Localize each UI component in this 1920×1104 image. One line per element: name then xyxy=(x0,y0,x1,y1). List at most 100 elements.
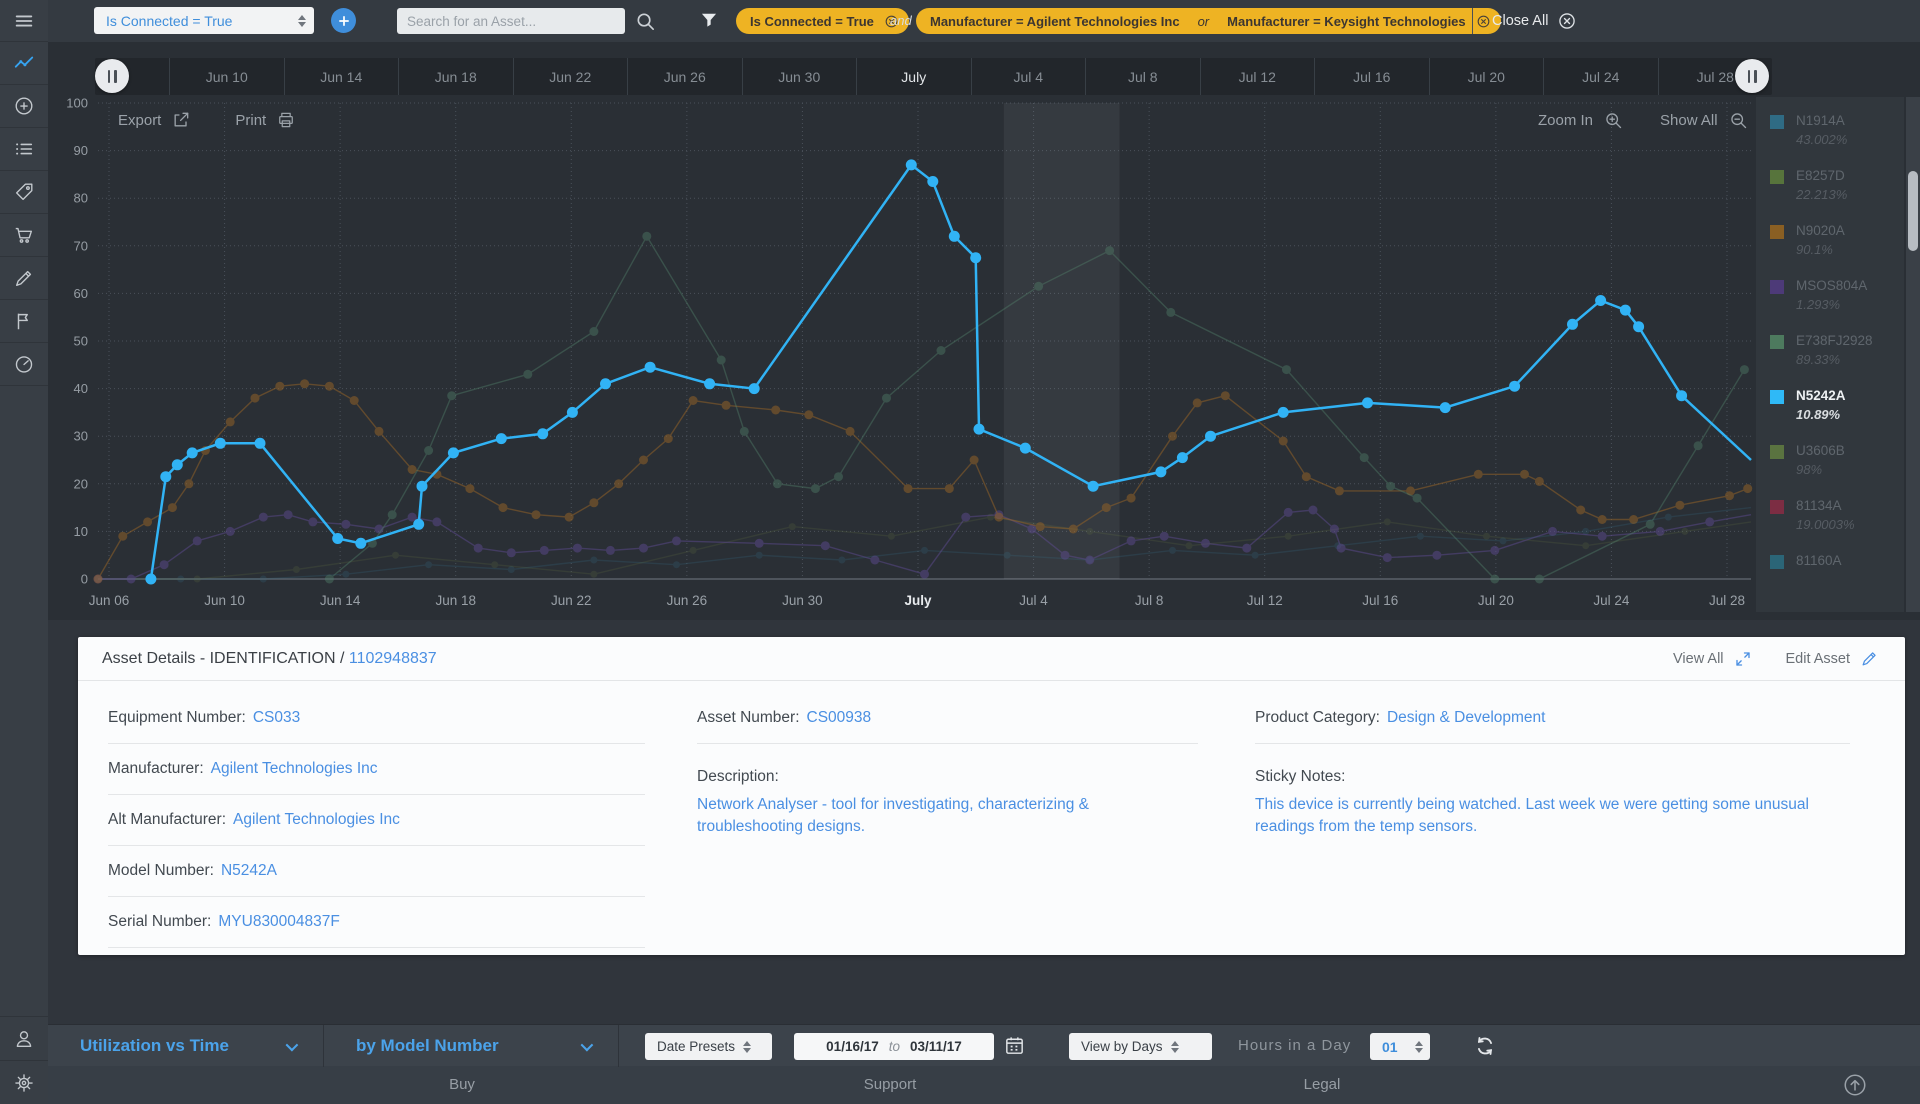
footer-link-support[interactable]: Support xyxy=(863,1076,917,1093)
data-point[interactable] xyxy=(1035,522,1045,532)
data-point[interactable] xyxy=(1334,486,1344,496)
data-point[interactable] xyxy=(341,519,351,529)
data-point[interactable] xyxy=(1412,493,1422,503)
legend-item-81134a[interactable]: 81134A 19.0003% xyxy=(1770,498,1904,532)
data-point[interactable] xyxy=(1086,527,1094,535)
data-point[interactable] xyxy=(887,532,895,540)
data-point[interactable] xyxy=(1085,555,1095,565)
field-value-link[interactable]: CS00938 xyxy=(806,709,872,726)
data-point[interactable] xyxy=(1185,542,1193,550)
data-point[interactable] xyxy=(820,541,830,551)
data-point[interactable] xyxy=(834,472,843,482)
data-point[interactable] xyxy=(1664,513,1672,521)
data-point[interactable] xyxy=(1168,431,1177,441)
filter-chip-connected[interactable]: Is Connected = True xyxy=(736,8,909,34)
data-point[interactable] xyxy=(308,517,318,527)
data-point[interactable] xyxy=(564,512,574,522)
data-point[interactable] xyxy=(507,566,515,573)
data-point[interactable] xyxy=(473,543,483,553)
data-point[interactable] xyxy=(1629,515,1639,524)
scrubber-label-jul-24[interactable]: Jul 24 xyxy=(1543,58,1658,95)
data-point[interactable] xyxy=(1483,532,1490,540)
data-point[interactable] xyxy=(903,484,913,494)
remove-chip-icon[interactable] xyxy=(884,14,899,29)
data-point[interactable] xyxy=(689,546,697,554)
data-point[interactable] xyxy=(254,437,266,449)
chart-type-dropdown[interactable]: Utilization vs Time xyxy=(48,1025,324,1067)
data-point[interactable] xyxy=(1619,304,1631,316)
data-point[interactable] xyxy=(126,574,136,584)
data-point[interactable] xyxy=(1520,469,1529,479)
data-point[interactable] xyxy=(642,231,652,241)
search-icon[interactable] xyxy=(634,10,657,38)
data-point[interactable] xyxy=(1126,493,1136,503)
data-point[interactable] xyxy=(639,455,648,465)
data-point[interactable] xyxy=(1693,441,1703,451)
data-point[interactable] xyxy=(716,355,726,365)
data-point[interactable] xyxy=(1582,527,1590,535)
legend-item-n9020a[interactable]: N9020A 90.1% xyxy=(1770,223,1904,257)
data-point[interactable] xyxy=(523,369,533,379)
data-point[interactable] xyxy=(1597,515,1607,524)
data-point[interactable] xyxy=(1126,536,1136,546)
data-point[interactable] xyxy=(882,393,891,403)
data-point[interactable] xyxy=(374,426,384,436)
data-point[interactable] xyxy=(936,346,946,355)
data-point[interactable] xyxy=(810,484,820,494)
legend-scrollbar-thumb[interactable] xyxy=(1908,171,1918,251)
data-point[interactable] xyxy=(755,551,763,559)
date-range-input[interactable]: 01/16/17 to 03/11/17 xyxy=(794,1033,994,1060)
sidebar-item-tags[interactable] xyxy=(0,171,48,214)
data-point[interactable] xyxy=(1166,307,1176,317)
data-point[interactable] xyxy=(1595,295,1607,306)
search-input[interactable] xyxy=(397,8,625,34)
data-point[interactable] xyxy=(1060,550,1070,560)
data-point[interactable] xyxy=(413,518,425,530)
data-point[interactable] xyxy=(118,531,128,541)
export-button[interactable]: Export xyxy=(118,110,191,130)
data-point[interactable] xyxy=(1597,531,1607,541)
data-point[interactable] xyxy=(970,252,982,264)
data-point[interactable] xyxy=(1655,526,1665,536)
data-point[interactable] xyxy=(589,327,599,336)
data-point[interactable] xyxy=(432,517,442,527)
data-point[interactable] xyxy=(342,570,350,578)
data-point[interactable] xyxy=(1406,486,1415,496)
data-point[interactable] xyxy=(905,159,917,171)
data-point[interactable] xyxy=(1432,550,1442,560)
add-filter-button[interactable] xyxy=(331,8,356,33)
data-point[interactable] xyxy=(845,426,855,436)
data-point[interactable] xyxy=(392,551,399,559)
data-point[interactable] xyxy=(225,526,235,536)
data-point[interactable] xyxy=(465,484,475,494)
data-point[interactable] xyxy=(1633,321,1645,333)
data-point[interactable] xyxy=(663,434,673,444)
data-point[interactable] xyxy=(1329,524,1339,534)
data-point[interactable] xyxy=(1205,430,1216,442)
data-point[interactable] xyxy=(1705,517,1715,527)
data-point[interactable] xyxy=(407,465,417,474)
data-point[interactable] xyxy=(1675,500,1685,510)
legend-item-u3606b[interactable]: U3606B 98% xyxy=(1770,443,1904,477)
data-point[interactable] xyxy=(639,543,648,553)
data-point[interactable] xyxy=(355,537,367,549)
data-point[interactable] xyxy=(374,524,384,534)
data-point[interactable] xyxy=(1192,398,1202,408)
data-point[interactable] xyxy=(748,383,760,395)
timeline-scrubber[interactable]: Jun 10 Jun 14 Jun 18 Jun 22 Jun 26 Jun 30 July… xyxy=(95,58,1772,95)
data-point[interactable] xyxy=(93,574,103,584)
data-point[interactable] xyxy=(804,410,814,420)
footer-link-buy[interactable]: Buy xyxy=(449,1076,475,1093)
data-point[interactable] xyxy=(1534,574,1544,584)
data-point[interactable] xyxy=(1382,553,1392,563)
data-point[interactable] xyxy=(259,575,267,583)
data-point[interactable] xyxy=(772,479,782,489)
data-point[interactable] xyxy=(1576,505,1586,515)
scroll-to-top-button[interactable] xyxy=(1842,1072,1868,1103)
data-point[interactable] xyxy=(644,361,656,373)
data-point[interactable] xyxy=(1101,503,1111,513)
data-point[interactable] xyxy=(1284,532,1292,540)
field-value-link[interactable]: Agilent Technologies Inc xyxy=(233,811,400,828)
data-point[interactable] xyxy=(491,561,499,569)
scrubber-handle-left[interactable] xyxy=(95,59,129,93)
